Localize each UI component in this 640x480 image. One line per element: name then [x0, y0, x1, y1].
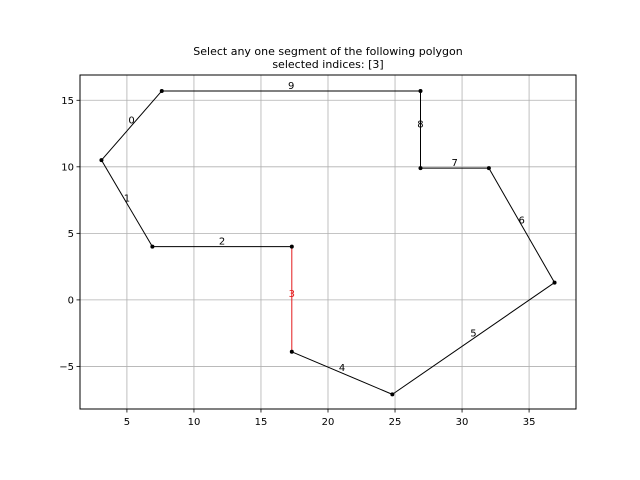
polygon-vertices [99, 88, 557, 397]
segment-label-1: 1 [124, 193, 130, 204]
x-tick-label: 35 [523, 417, 536, 428]
chart-subtitle: selected indices: [3] [272, 58, 383, 71]
y-tick-label: 0 [68, 295, 74, 306]
chart-title: Select any one segment of the following … [193, 45, 462, 58]
x-tick-label: 30 [456, 417, 469, 428]
polygon-vertex [418, 166, 423, 171]
polygon-vertex [289, 349, 294, 354]
segment-label-7: 7 [451, 158, 457, 169]
y-tick-label: 10 [61, 162, 74, 173]
polygon-vertex [289, 244, 294, 249]
x-tick-label: 10 [188, 417, 201, 428]
y-tick-label: 15 [61, 96, 74, 107]
segment-label-9: 9 [288, 81, 294, 92]
plot-frame [79, 74, 577, 410]
polygon-vertex [418, 88, 423, 93]
polygon-segments[interactable] [101, 90, 555, 395]
polygon-vertex [159, 88, 164, 93]
polygon-segment-5[interactable] [392, 282, 555, 395]
grid-lines [80, 75, 576, 409]
polygon-segment-0[interactable] [101, 90, 163, 161]
x-tick-label: 20 [322, 417, 335, 428]
polygon-vertex [486, 166, 491, 171]
polygon-segment-6[interactable] [488, 167, 555, 283]
segment-label-6: 6 [519, 215, 525, 226]
x-tick-label: 15 [255, 417, 268, 428]
polygon-segment-1[interactable] [101, 159, 153, 247]
segment-label-2: 2 [219, 237, 225, 248]
segment-label-5: 5 [470, 328, 476, 339]
segment-label-3: 3 [289, 289, 295, 300]
segment-label-4: 4 [339, 363, 345, 374]
polygon-segment-4[interactable] [291, 351, 393, 395]
segment-label-8: 8 [417, 120, 423, 131]
segment-labels: 0 1 2 3 4 5 6 7 8 9 [124, 81, 525, 374]
segment-label-0: 0 [128, 116, 134, 127]
polygon-vertex [99, 158, 104, 163]
x-tick-label: 25 [389, 417, 402, 428]
x-tick-label: 5 [124, 417, 130, 428]
y-tick-label: 5 [68, 229, 74, 240]
polygon-vertex [150, 244, 155, 249]
polygon-vertex [390, 392, 395, 397]
polygon-vertex [552, 280, 557, 285]
y-tick-label: −5 [59, 362, 74, 373]
